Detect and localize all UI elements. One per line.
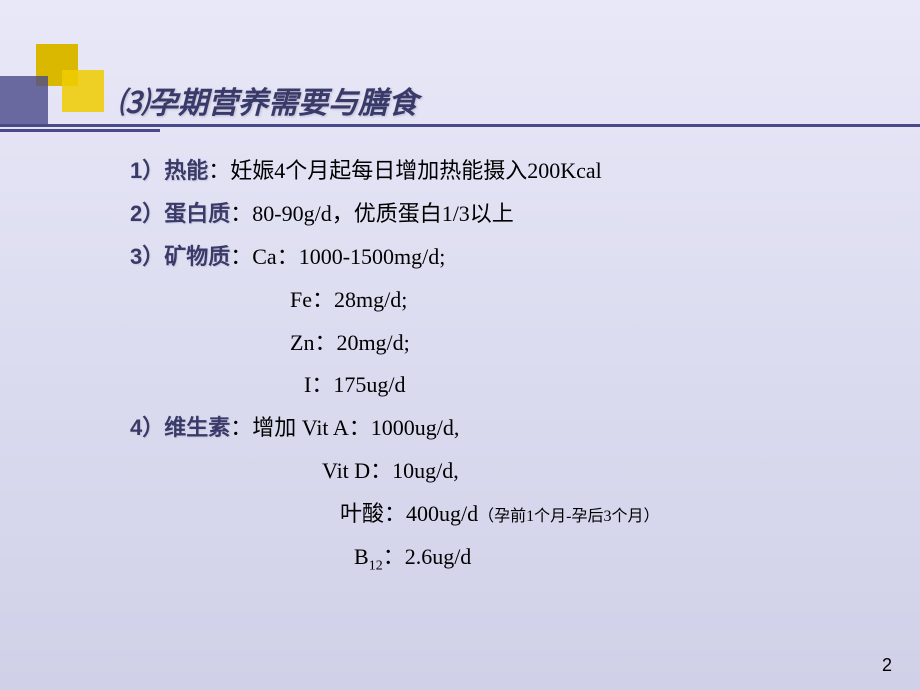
- item-3-fe: Fe：28mg/d;: [130, 279, 890, 322]
- item-4-vitd: Vit D：10ug/d,: [130, 450, 890, 493]
- item-3-label: 3）矿物质: [130, 244, 230, 269]
- decor-rule-1: [0, 124, 920, 127]
- item-3-i: I：175ug/d: [130, 364, 890, 407]
- item-4-b12: B12：2.6ug/d: [130, 536, 890, 580]
- item-1-label: 1）热能: [130, 158, 208, 183]
- item-4-text: ：增加 Vit A：1000ug/d,: [230, 415, 459, 440]
- item-4-b12-value: ：2.6ug/d: [383, 544, 472, 569]
- item-4: 4）维生素：增加 Vit A：1000ug/d,: [130, 407, 890, 450]
- item-4-b12-prefix: B: [354, 544, 369, 569]
- item-3-text: ：Ca：1000-1500mg/d;: [230, 244, 445, 269]
- item-3: 3）矿物质：Ca：1000-1500mg/d;: [130, 236, 890, 279]
- item-4-folic: 叶酸：400ug/d（孕前1个月-孕后3个月）: [130, 493, 890, 536]
- item-4-label: 4）维生素: [130, 415, 230, 440]
- item-2-label: 2）蛋白质: [130, 201, 230, 226]
- item-4-b12-sub: 12: [369, 558, 383, 573]
- decor-rule-2: [0, 129, 160, 132]
- item-1-text: ：妊娠4个月起每日增加热能摄入200Kcal: [208, 158, 602, 183]
- slide-title: ⑶孕期营养需要与膳食: [118, 78, 418, 122]
- item-4-folic-note: （孕前1个月-孕后3个月）: [478, 508, 659, 525]
- decor-square-purple: [0, 76, 48, 124]
- decor-square-yellow-2: [62, 70, 104, 112]
- item-2: 2）蛋白质：80-90g/d，优质蛋白1/3以上: [130, 193, 890, 236]
- item-4-folic-value: 叶酸：400ug/d: [340, 501, 478, 526]
- page-number: 2: [882, 655, 892, 676]
- item-2-text: ：80-90g/d，优质蛋白1/3以上: [230, 201, 514, 226]
- slide-body: 1）热能：妊娠4个月起每日增加热能摄入200Kcal 2）蛋白质：80-90g/…: [130, 150, 890, 580]
- item-3-zn: Zn：20mg/d;: [130, 322, 890, 365]
- item-1: 1）热能：妊娠4个月起每日增加热能摄入200Kcal: [130, 150, 890, 193]
